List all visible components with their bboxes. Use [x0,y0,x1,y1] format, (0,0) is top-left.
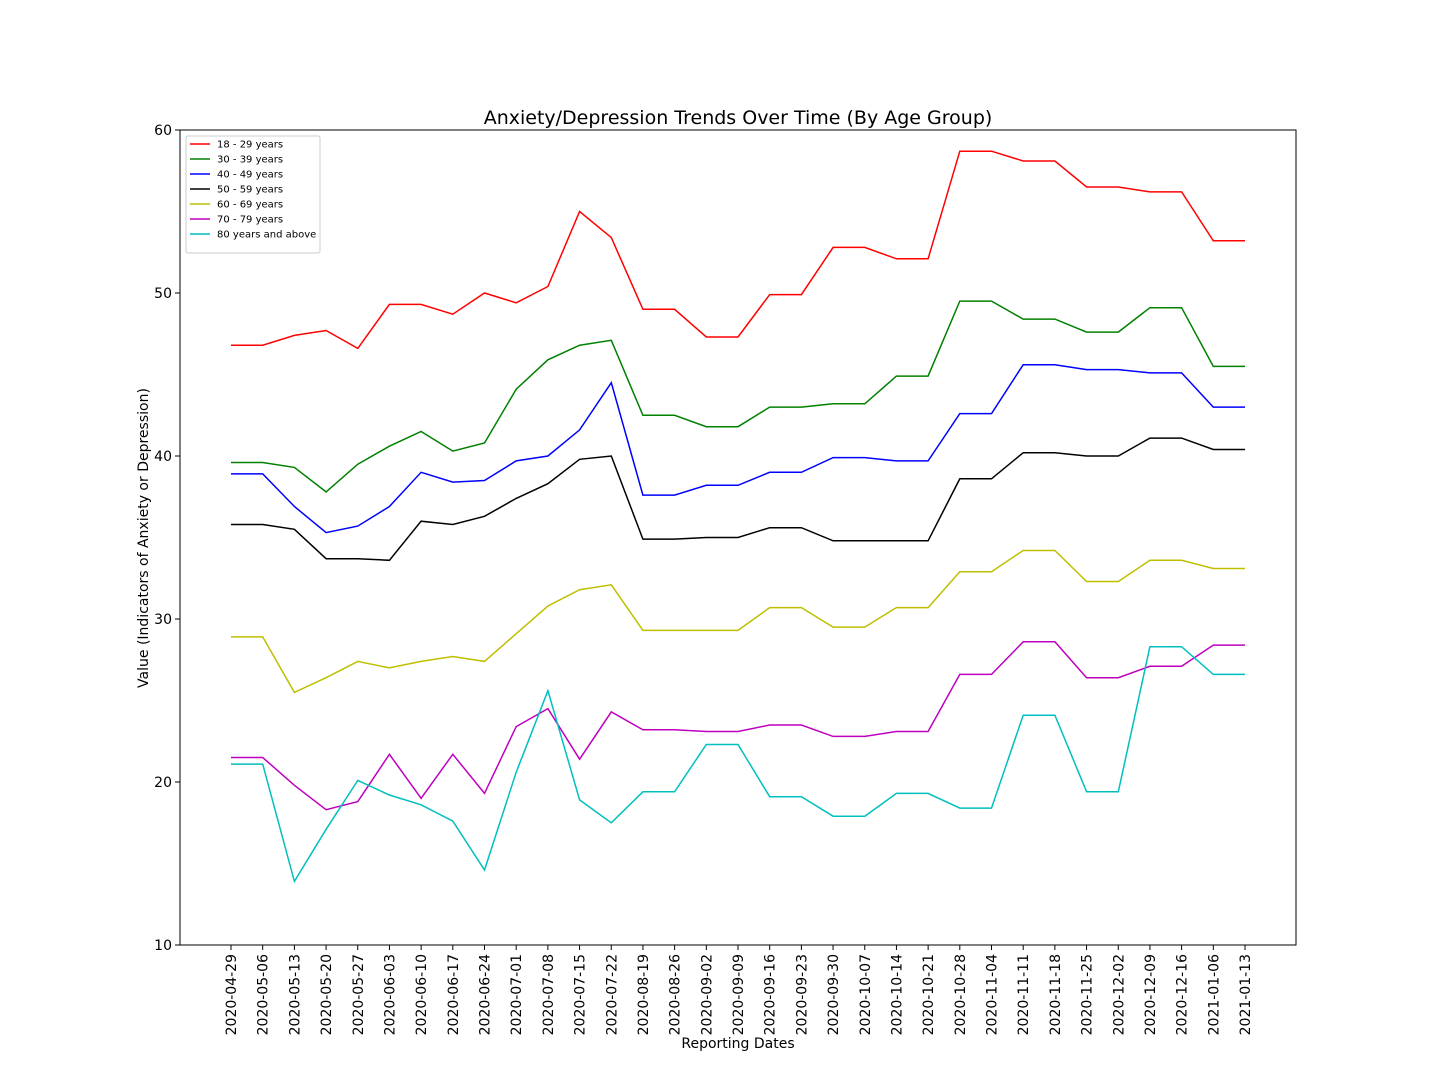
x-tick-label: 2020-10-14 [889,954,905,1035]
y-tick-label: 40 [154,449,172,465]
series-line-0 [231,150,1245,350]
legend-label: 70 - 79 years [217,215,283,226]
legend-label: 40 - 49 years [217,170,283,181]
x-tick-label: 2020-10-07 [858,954,874,1035]
x-tick-label: 2020-11-11 [1016,954,1032,1035]
series-line-2 [231,363,1245,534]
legend-box [185,135,321,254]
series-line-4 [231,549,1245,694]
x-tick-label: 2020-06-03 [382,954,398,1035]
chart-title: Anxiety/Depression Trends Over Time (By … [484,107,993,129]
x-tick-label: 2020-06-17 [446,954,462,1035]
x-tick-label: 2020-12-09 [1143,954,1159,1035]
x-tick-label: 2020-12-16 [1175,954,1191,1035]
x-tick-label: 2020-09-09 [731,954,747,1035]
x-tick-label: 2020-10-21 [921,954,937,1035]
legend-label: 80 years and above [217,230,316,241]
x-axis-ticks: 2020-04-29 2020-05-06 2020-05-13 2020-05-20… [224,945,1254,1035]
x-tick-label: 2020-07-01 [509,954,525,1035]
series-line-5 [231,641,1245,811]
series-line-3 [231,437,1245,562]
x-tick-label: 2020-11-25 [1080,954,1096,1035]
y-tick-label: 30 [154,612,172,628]
x-tick-label: 2020-09-23 [794,954,810,1035]
x-tick-label: 2020-07-15 [573,954,589,1035]
x-tick-label: 2020-09-30 [826,954,842,1035]
x-tick-label: 2020-05-27 [351,954,367,1035]
x-tick-label: 2020-04-29 [224,954,240,1035]
x-tick-label: 2021-01-13 [1238,954,1254,1035]
x-tick-label: 2020-11-04 [985,954,1001,1035]
legend-label: 60 - 69 years [217,200,283,211]
plot-lines [231,150,1245,884]
x-tick-label: 2020-05-06 [256,954,272,1035]
y-tick-label: 10 [154,938,172,954]
legend-label: 50 - 59 years [217,185,283,196]
x-tick-label: 2020-12-02 [1111,954,1127,1035]
x-tick-label: 2020-09-16 [763,954,779,1035]
x-tick-label: 2020-05-20 [319,954,335,1035]
legend: 18 - 29 years 30 - 39 years 40 - 49 years 5… [185,135,321,254]
x-tick-label: 2020-08-19 [636,954,652,1035]
y-axis-label: Value (Indicators of Anxiety or Depressi… [136,388,152,688]
x-tick-label: 2021-01-06 [1206,954,1222,1035]
y-tick-label: 20 [154,775,172,791]
x-tick-label: 2020-07-22 [604,954,620,1035]
x-tick-label: 2020-10-28 [953,954,969,1035]
x-tick-label: 2020-09-02 [699,954,715,1035]
x-axis-label: Reporting Dates [681,1036,794,1052]
legend-label: 18 - 29 years [217,140,283,151]
y-tick-label: 60 [154,123,172,139]
x-tick-label: 2020-08-26 [668,954,684,1035]
x-tick-label: 2020-11-18 [1048,954,1064,1035]
legend-label: 30 - 39 years [217,155,283,166]
x-tick-label: 2020-06-10 [414,954,430,1035]
series-line-6 [231,645,1245,884]
x-tick-label: 2020-06-24 [478,954,494,1035]
x-tick-label: 2020-07-08 [541,954,557,1035]
y-axis-ticks: 10 20 30 40 50 60 [154,123,180,954]
y-tick-label: 50 [154,286,172,302]
series-line-1 [231,300,1245,493]
x-tick-label: 2020-05-13 [287,954,303,1035]
